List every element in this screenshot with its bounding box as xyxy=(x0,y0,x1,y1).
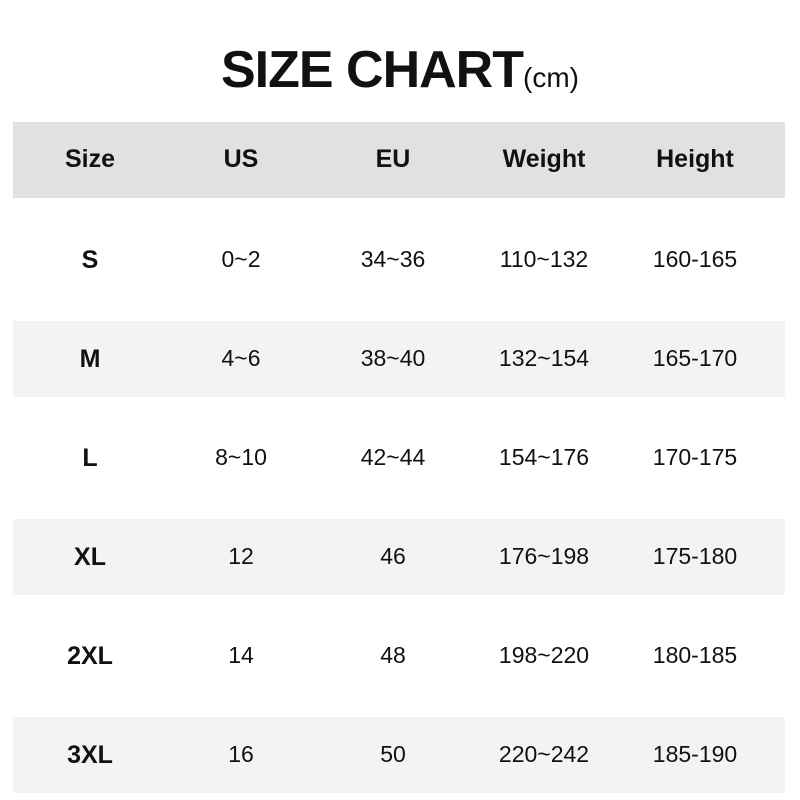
column-header: Height xyxy=(656,145,734,173)
table-cell: 46 xyxy=(380,543,406,569)
table-cell: 198~220 xyxy=(498,642,590,668)
table-cell: 14 xyxy=(228,642,254,668)
size-label: 3XL xyxy=(67,741,113,769)
table-cell: 175-180 xyxy=(652,543,738,569)
table-cell: 132~154 xyxy=(498,345,590,371)
size-label: M xyxy=(79,345,101,373)
table-cell: 220~242 xyxy=(498,741,590,767)
size-label: S xyxy=(81,246,99,274)
table-cell: 185-190 xyxy=(652,741,738,767)
table-cell: 16 xyxy=(228,741,254,767)
table-cell: 165-170 xyxy=(652,345,738,371)
size-label: L xyxy=(82,444,98,472)
table-cell: 4~6 xyxy=(221,345,261,371)
table-cell: 176~198 xyxy=(498,543,590,569)
table-cell: 42~44 xyxy=(360,444,426,470)
column-header: Weight xyxy=(502,145,586,173)
row-stripe xyxy=(13,519,785,595)
table-cell: 170-175 xyxy=(652,444,738,470)
column-header: Size xyxy=(64,145,116,173)
size-label: 2XL xyxy=(67,642,113,670)
table-cell: 0~2 xyxy=(221,246,261,272)
table-cell: 180-185 xyxy=(652,642,738,668)
page-title: SIZE CHART(cm) xyxy=(0,40,800,100)
row-stripe xyxy=(13,321,785,397)
table-header xyxy=(13,122,785,198)
row-stripe xyxy=(13,717,785,793)
title-main: SIZE CHART xyxy=(221,41,524,99)
table-cell: 48 xyxy=(380,642,406,668)
column-header: EU xyxy=(375,145,411,173)
table-cell: 8~10 xyxy=(215,444,267,470)
column-header: US xyxy=(223,145,259,173)
title-unit: (cm) xyxy=(523,62,579,93)
table-cell: 160-165 xyxy=(652,246,738,272)
table-cell: 38~40 xyxy=(360,345,426,371)
table-cell: 154~176 xyxy=(498,444,590,470)
size-label: XL xyxy=(74,543,106,571)
table-cell: 34~36 xyxy=(360,246,426,272)
table-cell: 110~132 xyxy=(499,246,589,272)
table-cell: 12 xyxy=(228,543,254,569)
table-cell: 50 xyxy=(380,741,406,767)
